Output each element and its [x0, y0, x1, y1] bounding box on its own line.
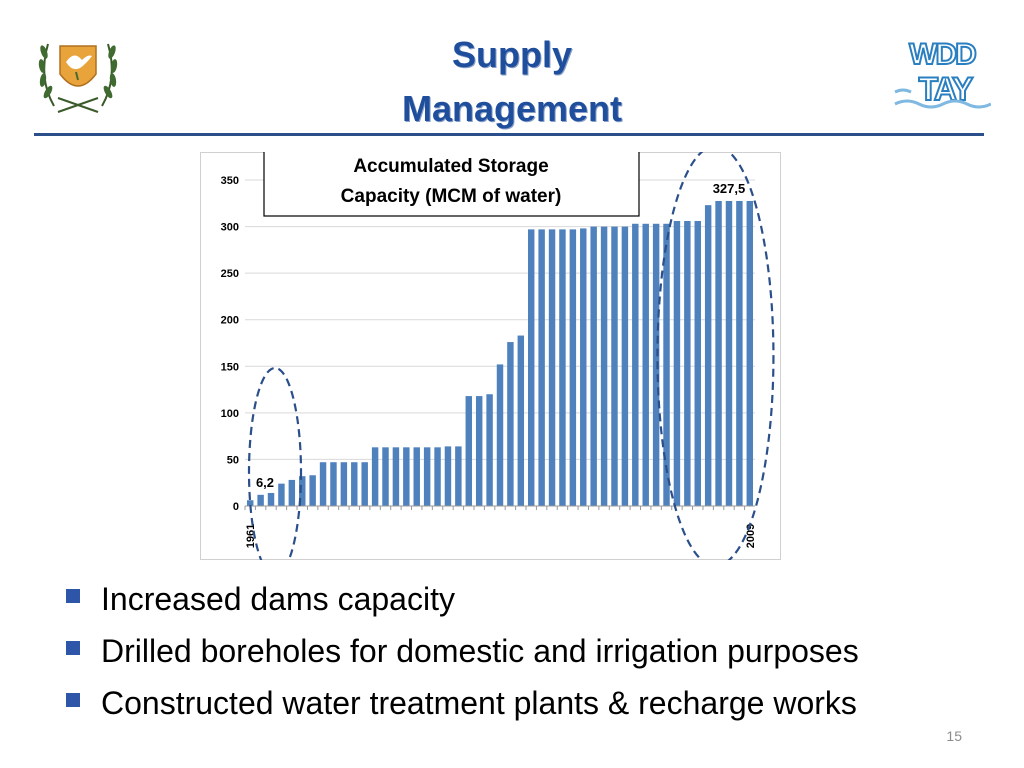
chart-bar [475, 396, 483, 506]
chart-bar [715, 200, 722, 506]
chart-bar [736, 200, 743, 506]
bullet-list: Increased dams capacity Drilled borehole… [64, 576, 1004, 732]
chart-bar [611, 226, 618, 506]
chart-bar [403, 447, 410, 506]
chart-bar [319, 462, 327, 506]
chart-bar [652, 223, 660, 506]
chart-bar [278, 483, 285, 506]
square-bullet-icon [66, 641, 80, 655]
square-bullet-icon [66, 589, 80, 603]
title-line-2: Management [401, 88, 623, 129]
chart-bar [382, 447, 389, 506]
chart-bar [423, 447, 431, 506]
storage-capacity-chart: 0 50 100 150 200 250 300 350 1961 2009 Accumulate… [200, 143, 781, 578]
chart-bar [413, 447, 420, 506]
page-number: 15 [946, 728, 962, 744]
y-tick-label: 300 [221, 222, 239, 234]
y-tick-label: 0 [233, 501, 239, 513]
chart-bar [351, 462, 358, 506]
chart-bar [569, 229, 577, 506]
chart-bar [444, 446, 452, 506]
y-tick-label: 200 [221, 315, 239, 327]
chart-title-line-1: Accumulated Storage [353, 156, 548, 177]
chart-bar [267, 492, 275, 506]
chart-bar [288, 479, 296, 506]
annotation-start-value: 6,2 [256, 475, 274, 490]
square-bullet-icon [66, 693, 80, 707]
chart-bar [330, 462, 337, 506]
logo-text-top: WDD [909, 38, 976, 71]
chart-bar [590, 226, 597, 506]
chart-bar [496, 364, 504, 506]
chart-bar [684, 220, 691, 506]
chart-bar [455, 446, 462, 506]
title-line-1: Supply [451, 34, 572, 75]
chart-bar [642, 223, 649, 506]
wdd-tay-logo-icon: WDD TAY [893, 32, 991, 110]
bullet-text: Constructed water treatment plants & rec… [101, 685, 857, 721]
chart-bar [309, 475, 316, 506]
bullet-text: Drilled boreholes for domestic and irrig… [101, 633, 859, 669]
chart-bar [528, 229, 535, 506]
chart-bar [246, 500, 254, 506]
chart-container: 0 50 100 150 200 250 300 350 1961 2009 Accumulate… [200, 143, 781, 578]
chart-bar [600, 226, 608, 506]
chart-bar [361, 462, 368, 506]
y-tick-label: 150 [221, 361, 239, 373]
chart-bar [725, 200, 733, 506]
chart-bar [507, 342, 514, 506]
list-item: Drilled boreholes for domestic and irrig… [64, 628, 1004, 680]
chart-bar [663, 223, 670, 506]
list-item: Increased dams capacity [64, 576, 1004, 628]
title-divider [34, 133, 984, 136]
chart-bar [434, 447, 441, 506]
y-tick-label: 50 [227, 454, 239, 466]
chart-title-box: Accumulated Storage Capacity (MCM of wate… [263, 143, 640, 217]
chart-bar [673, 220, 681, 506]
chart-bar [704, 205, 712, 506]
chart-bar [257, 494, 264, 506]
y-tick-label: 250 [221, 268, 239, 280]
list-item: Constructed water treatment plants & rec… [64, 680, 1004, 732]
x-start-label: 1961 [245, 524, 257, 548]
chart-bar [559, 229, 566, 506]
y-tick-label: 350 [221, 175, 239, 187]
slide-title: Supply Management [300, 28, 724, 136]
chart-bar [392, 447, 400, 506]
y-tick-label: 100 [221, 408, 239, 420]
chart-bar [517, 335, 525, 506]
annotation-end-value: 327,5 [713, 181, 746, 196]
x-end-label: 2009 [745, 524, 757, 548]
chart-bar [538, 229, 545, 506]
cyprus-coat-of-arms-icon [38, 43, 118, 113]
chart-bar [486, 394, 493, 506]
chart-bar [621, 226, 629, 506]
chart-bar [299, 476, 306, 506]
chart-bar [746, 200, 754, 506]
chart-bar [694, 220, 701, 506]
chart-bar [548, 229, 556, 506]
chart-bar [632, 223, 639, 506]
chart-title-line-2: Capacity (MCM of water) [341, 186, 562, 207]
chart-bar [580, 228, 587, 506]
chart-bar [465, 396, 472, 506]
chart-bar [340, 462, 348, 506]
bullet-text: Increased dams capacity [101, 581, 455, 617]
chart-bar [371, 447, 379, 506]
